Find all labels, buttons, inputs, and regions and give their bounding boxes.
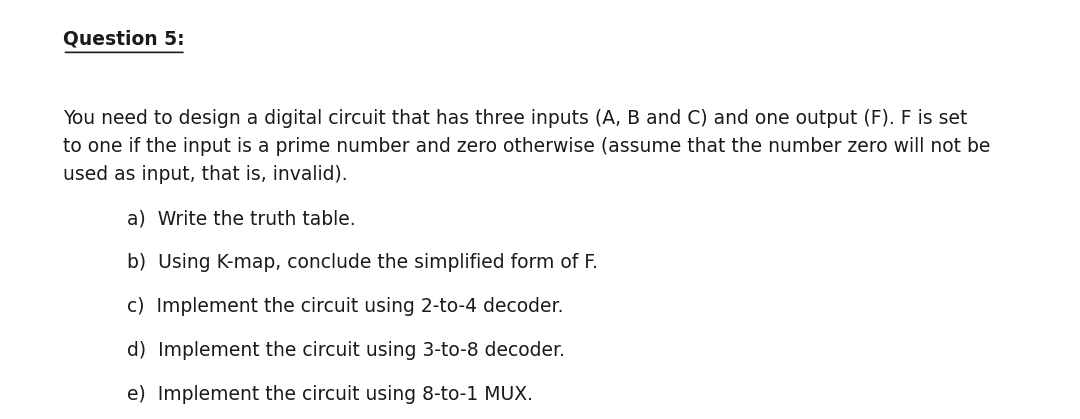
Text: a)  Write the truth table.: a) Write the truth table. xyxy=(127,210,356,228)
Text: b)  Using K-map, conclude the simplified form of F.: b) Using K-map, conclude the simplified … xyxy=(127,253,598,272)
Text: Question 5:: Question 5: xyxy=(63,29,185,48)
Text: d)  Implement the circuit using 3-to-8 decoder.: d) Implement the circuit using 3-to-8 de… xyxy=(127,341,566,360)
Text: c)  Implement the circuit using 2-to-4 decoder.: c) Implement the circuit using 2-to-4 de… xyxy=(127,297,564,316)
Text: You need to design a digital circuit that has three inputs (A, B and C) and one : You need to design a digital circuit tha… xyxy=(63,109,990,184)
Text: e)  Implement the circuit using 8-to-1 MUX.: e) Implement the circuit using 8-to-1 MU… xyxy=(127,385,534,404)
